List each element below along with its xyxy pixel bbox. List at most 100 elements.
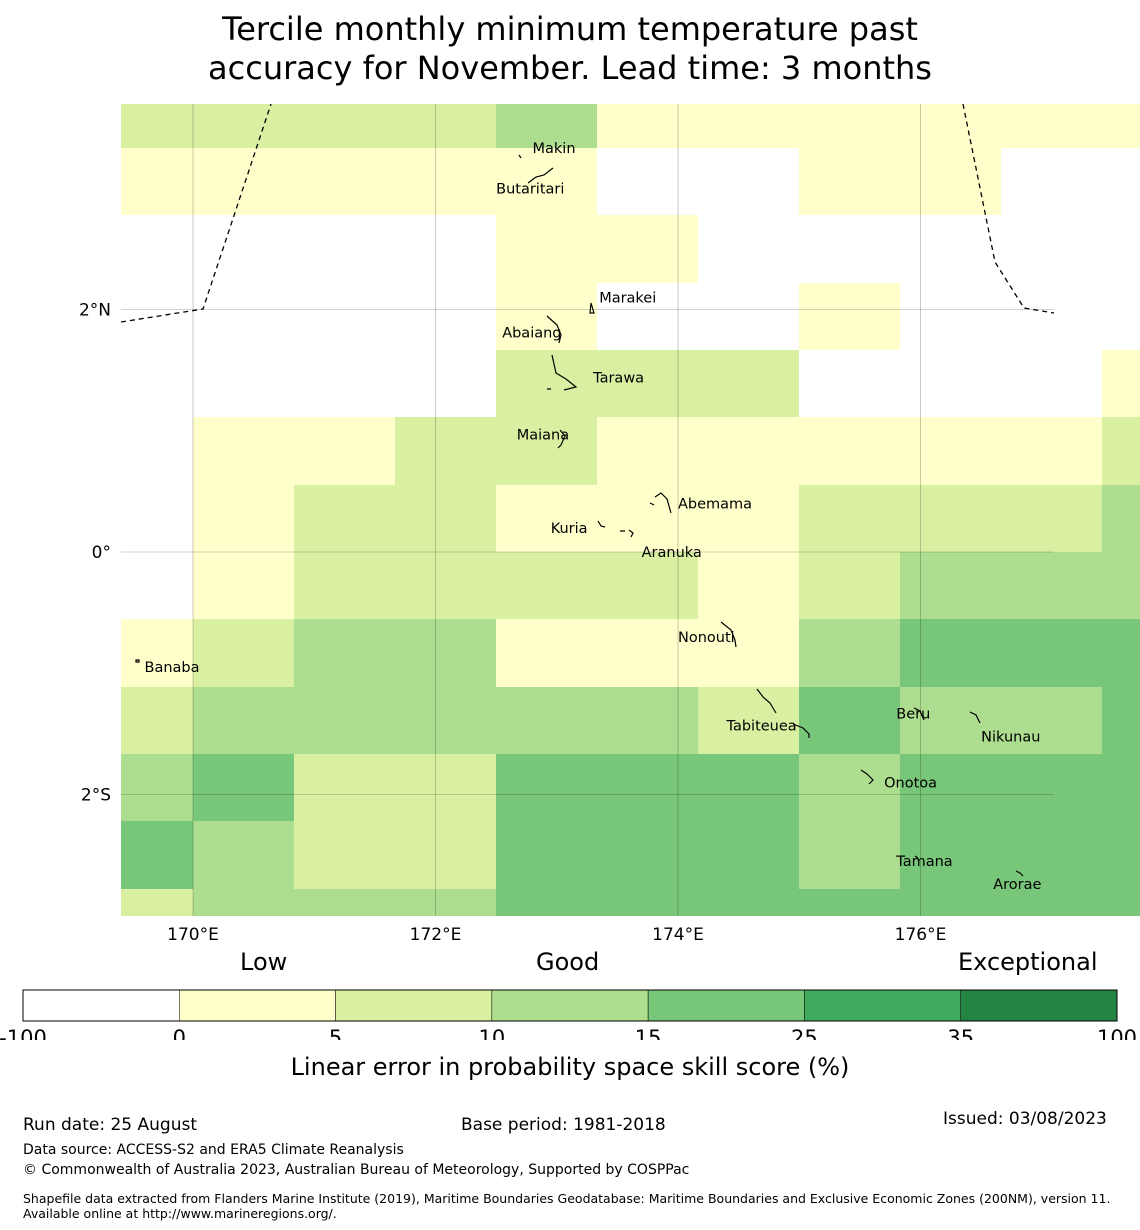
grid-cell: [193, 552, 294, 619]
skill-grid: [121, 104, 1140, 916]
tarawa-outline: [547, 354, 578, 391]
colorbar-tick-label: -100: [0, 1026, 47, 1040]
legend-category-good: Good: [536, 948, 600, 976]
grid-cell: [496, 552, 597, 619]
grid-cell: [395, 104, 496, 148]
colorbar-tick-label: 100: [1097, 1026, 1137, 1040]
chart-title: Tercile monthly minimum temperature past…: [0, 10, 1140, 88]
grid-cell: [121, 687, 193, 754]
aranuka-outline: [620, 529, 634, 538]
grid-cell: [1001, 889, 1102, 916]
run-date: Run date: 25 August: [23, 1115, 197, 1135]
grid-cell: [1102, 889, 1140, 916]
grid-cell: [698, 687, 799, 754]
grid-cell: [597, 552, 698, 619]
grid-cell: [698, 754, 799, 821]
island-label-makin: Makin: [533, 141, 576, 157]
colorbar-bin: [179, 989, 336, 1022]
colorbar-bin: [335, 989, 493, 1022]
grid-cell: [597, 687, 698, 754]
title-line-1: Tercile monthly minimum temperature past: [222, 10, 918, 48]
grid-cell: [193, 485, 294, 552]
grid-cell: [597, 889, 698, 916]
banaba-outline: [135, 659, 140, 663]
grid-cell: [698, 889, 799, 916]
grid-cell: [597, 417, 698, 485]
colorbar-tick-label: 35: [947, 1026, 974, 1040]
legend-category-low: Low: [240, 948, 288, 976]
island-label-tabiteuea: Tabiteuea: [726, 718, 797, 734]
data-source: Data source: ACCESS-S2 and ERA5 Climate …: [23, 1142, 404, 1158]
eez-boundary: [120, 103, 1055, 323]
grid-cell: [294, 821, 395, 889]
grid-cell: [597, 821, 698, 889]
grid-cell: [395, 821, 496, 889]
grid-cell: [496, 283, 597, 350]
grid-cell: [1001, 821, 1102, 889]
axis-tick-labels: 170°E 172°E 174°E 176°E 2°N 0° 2°S: [79, 301, 946, 946]
island-label-abemama: Abemama: [678, 497, 752, 513]
grid-cell: [1102, 485, 1140, 552]
map-figure: Makin Butaritari Marakei Abaiang Tarawa Maian…: [0, 103, 1140, 1040]
eez-boundary-west: [120, 103, 272, 323]
grid-cell: [597, 754, 698, 821]
grid-cell: [294, 485, 395, 552]
island-label-butaritari: Butaritari: [496, 181, 564, 197]
grid-cell: [900, 417, 1001, 485]
grid-cell: [121, 619, 193, 687]
lon-tick-label: 172°E: [410, 925, 462, 945]
colorbar-tick-label: 10: [478, 1026, 505, 1040]
copyright: © Commonwealth of Australia 2023, Austra…: [23, 1162, 690, 1178]
island-label-tarawa: Tarawa: [592, 370, 644, 386]
grid-cell: [799, 552, 900, 619]
grid-cell: [496, 485, 597, 552]
butaritari-outline: [527, 167, 554, 184]
island-label-aranuka: Aranuka: [642, 545, 702, 561]
makin-outline: [518, 154, 522, 159]
grid-cell: [1102, 821, 1140, 889]
island-label-maiana: Maiana: [517, 427, 569, 443]
grid-cell: [121, 104, 193, 148]
issued-date: Issued: 03/08/2023: [943, 1109, 1107, 1129]
island-label-marakei: Marakei: [599, 290, 656, 306]
beru-outline: [913, 707, 925, 721]
grid-cell: [799, 619, 900, 687]
grid-cell: [294, 552, 395, 619]
onotoa-outline: [860, 769, 874, 785]
island-label-kuria: Kuria: [551, 521, 588, 537]
grid-cell: [193, 889, 294, 916]
grid-cell: [698, 485, 799, 552]
grid-cell: [294, 687, 395, 754]
grid-cell: [496, 754, 597, 821]
grid-cell: [799, 104, 900, 148]
island-label-abaiang: Abaiang: [502, 326, 561, 342]
colorbar-bin: [22, 989, 180, 1022]
title-line-2: accuracy for November. Lead time: 3 mont…: [208, 49, 932, 87]
colorbar-bin: [804, 989, 961, 1022]
grid-cell: [193, 104, 294, 148]
island-label-tamana: Tamana: [895, 854, 952, 870]
grid-cell: [294, 104, 395, 148]
grid-cell: [1001, 485, 1102, 552]
shapefile-credit: Shapefile data extracted from Flanders M…: [23, 1191, 1111, 1221]
colorbar-tick-label: 25: [791, 1026, 818, 1040]
grid-cell: [395, 485, 496, 552]
grid-cell: [799, 821, 900, 889]
grid-cell: [1102, 619, 1140, 687]
abemama-outline: [649, 492, 672, 514]
colorbar-frame: [22, 989, 1118, 1022]
grid-cell: [193, 754, 294, 821]
grid-cell: [799, 417, 900, 485]
grid-cell: [395, 889, 496, 916]
grid-cell: [1001, 619, 1102, 687]
grid-cell: [1102, 417, 1140, 485]
grid-cell: [193, 821, 294, 889]
lon-tick-label: 170°E: [167, 925, 219, 945]
grid-cell: [496, 619, 597, 687]
grid-cell: [900, 552, 1001, 619]
tamana-outline: [914, 855, 919, 859]
island-label-nikunau: Nikunau: [981, 729, 1040, 745]
grid-cell: [395, 687, 496, 754]
grid-cell: [395, 417, 496, 485]
colorbar-bin: [491, 989, 649, 1022]
